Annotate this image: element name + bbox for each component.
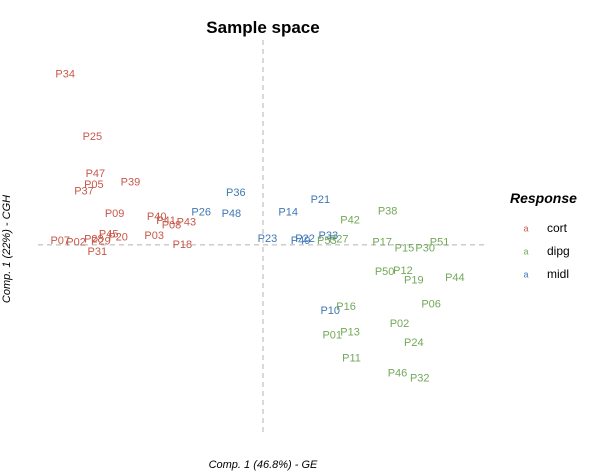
x-axis-label: Comp. 1 (46.8%) - GE [209, 459, 318, 471]
y-axis-label: Comp. 1 (22%) - CGH [1, 195, 13, 303]
point-label-p50: P50 [375, 266, 395, 278]
legend-label-midl: midl [547, 267, 569, 281]
point-label-p02: P02 [390, 318, 410, 330]
point-label-p27: P27 [329, 234, 349, 246]
point-label-p51: P51 [430, 236, 450, 248]
point-label-p24: P24 [404, 337, 424, 349]
point-label-p36: P36 [226, 187, 246, 199]
legend-key-dipg: a [523, 246, 528, 256]
point-label-p41: P41 [156, 215, 176, 227]
point-label-p37: P37 [74, 186, 94, 198]
point-label-p49: P49 [291, 235, 311, 247]
point-label-p26: P26 [191, 206, 211, 218]
point-label-p17: P17 [372, 236, 392, 248]
legend: Response a cort a dipg a midl [510, 190, 577, 281]
point-label-p16: P16 [336, 301, 356, 313]
point-label-p15: P15 [395, 242, 415, 254]
legend-title: Response [510, 190, 577, 206]
point-label-p23: P23 [258, 233, 278, 245]
point-label-p02: P02 [66, 236, 86, 248]
point-label-p21: P21 [311, 194, 331, 206]
point-label-p42: P42 [340, 214, 360, 226]
legend-label-dipg: dipg [547, 244, 570, 258]
point-label-p12: P12 [393, 265, 413, 277]
point-label-p47: P47 [86, 168, 106, 180]
point-label-p09: P09 [105, 208, 125, 220]
point-label-p39: P39 [121, 177, 141, 189]
point-label-p38: P38 [378, 206, 398, 218]
point-label-p22: P22 [295, 233, 315, 245]
point-label-p19: P19 [404, 275, 424, 287]
point-label-p01: P01 [322, 329, 342, 341]
point-label-p48: P48 [222, 208, 242, 220]
point-label-p45: P45 [99, 229, 119, 241]
point-label-p05: P05 [84, 179, 104, 191]
point-label-p30: P30 [415, 242, 435, 254]
point-label-p06: P06 [421, 298, 441, 310]
point-label-p33: P33 [318, 230, 338, 242]
point-label-p11: P11 [342, 353, 361, 365]
point-label-p32: P32 [410, 372, 430, 384]
point-label-p07: P07 [50, 235, 70, 247]
point-label-p43: P43 [177, 217, 197, 229]
point-label-p29: P29 [91, 236, 111, 248]
point-label-p44: P44 [445, 272, 465, 284]
point-label-p53: P53 [317, 235, 337, 247]
legend-key-midl: a [523, 269, 528, 279]
point-label-p25: P25 [83, 131, 103, 143]
legend-label-cort: cort [547, 221, 568, 235]
point-label-p28: P28 [84, 234, 104, 246]
point-label-p18: P18 [173, 239, 193, 251]
legend-key-cort: a [523, 223, 528, 233]
point-label-p10: P10 [320, 305, 340, 317]
reference-lines [38, 40, 488, 434]
point-label-p14: P14 [278, 206, 298, 218]
point-label-p13: P13 [340, 327, 360, 339]
point-label-p20: P20 [108, 232, 128, 244]
point-label-p03: P03 [144, 230, 164, 242]
chart-title: Sample space [206, 18, 319, 37]
point-label-p46: P46 [388, 368, 408, 380]
point-label-p31: P31 [88, 246, 108, 258]
point-label-p40: P40 [147, 211, 167, 223]
point-label-p34: P34 [55, 69, 75, 81]
point-label-p08: P08 [162, 219, 182, 231]
